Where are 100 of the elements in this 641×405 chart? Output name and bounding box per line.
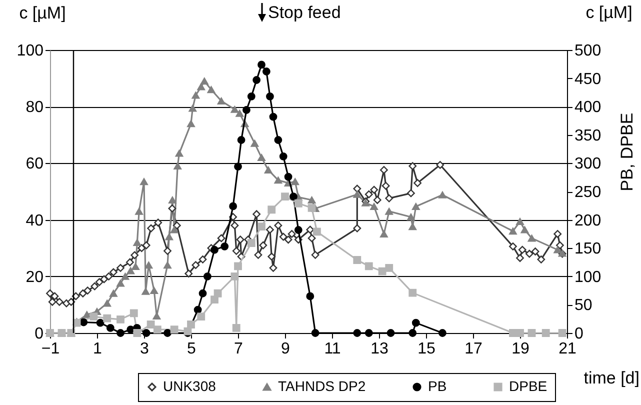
point (258, 222, 266, 231)
point (229, 202, 238, 210)
point (313, 228, 321, 236)
point (281, 192, 289, 201)
point (188, 104, 197, 112)
point (386, 329, 395, 337)
point (132, 262, 140, 270)
point (109, 290, 118, 297)
point (133, 238, 142, 246)
point (164, 262, 172, 269)
x-tick-label: 11 (324, 340, 341, 358)
point (247, 239, 256, 247)
y-tick-label: 20 (26, 268, 44, 286)
point (130, 309, 138, 318)
point (133, 329, 142, 337)
point (311, 329, 320, 337)
point (508, 228, 517, 235)
point (516, 329, 524, 337)
point (121, 272, 130, 280)
point (103, 314, 112, 322)
point (294, 226, 302, 234)
point (210, 296, 218, 304)
point (150, 287, 158, 294)
point (144, 262, 153, 269)
y-axis-title: c [µM] (19, 4, 66, 22)
point (412, 318, 420, 327)
point (250, 140, 259, 147)
point (308, 204, 316, 212)
legend-label: TAHNDS DP2 (278, 378, 366, 394)
point (168, 196, 176, 204)
point (291, 178, 300, 186)
point (142, 329, 150, 337)
legend-label: UNK308 (163, 378, 216, 394)
point (408, 288, 417, 297)
point (140, 178, 148, 186)
point (268, 206, 276, 214)
point (294, 199, 302, 208)
point (103, 300, 112, 307)
point (187, 320, 195, 328)
y2-tick-label: 350 (574, 127, 602, 144)
y2-tick-label: 250 (574, 184, 602, 201)
point (197, 312, 206, 321)
y2-tick-label: 500 (574, 42, 602, 60)
x-tick-label: 5 (187, 340, 196, 358)
y2-tick-label: 0 (574, 326, 584, 342)
x-tick-label: 19 (512, 340, 530, 358)
point (378, 267, 386, 276)
point (258, 154, 266, 162)
y-tick-label: 40 (26, 212, 44, 230)
point (164, 329, 172, 337)
point (170, 226, 178, 234)
x-tick-label: 9 (281, 340, 290, 358)
point (234, 262, 242, 270)
point (230, 272, 239, 280)
point (232, 324, 240, 332)
point (210, 246, 218, 254)
point (308, 196, 316, 204)
x-tick-label: −1 (41, 340, 60, 358)
x-tick-label: 15 (418, 340, 436, 358)
point (516, 218, 524, 226)
point (508, 329, 517, 337)
point (385, 208, 394, 215)
point (142, 288, 150, 295)
point (364, 262, 373, 270)
point (90, 312, 98, 321)
point (187, 120, 195, 128)
point (207, 86, 216, 94)
point (220, 242, 229, 250)
x-tick-label: 1 (93, 340, 102, 358)
point (269, 112, 278, 121)
point (262, 68, 270, 76)
x-tick-label: 17 (464, 340, 482, 358)
y-tick-label: 0 (34, 326, 44, 342)
x-tick-label: 7 (234, 340, 244, 358)
point (170, 326, 178, 334)
point (284, 172, 292, 181)
point (214, 289, 222, 298)
point (438, 329, 446, 337)
x-tick-label: 13 (370, 340, 388, 358)
point (407, 213, 415, 220)
point (438, 191, 446, 198)
point (135, 208, 144, 215)
point (528, 329, 536, 337)
point (194, 306, 202, 314)
point (165, 233, 174, 240)
point (200, 78, 208, 85)
point (274, 176, 282, 184)
point (290, 192, 298, 201)
point (306, 292, 314, 300)
point (520, 226, 529, 234)
point (203, 272, 212, 280)
point (279, 152, 288, 160)
point (237, 136, 246, 144)
point (175, 150, 184, 157)
point (116, 329, 124, 337)
point (266, 92, 274, 100)
point (542, 329, 550, 337)
point (236, 110, 244, 117)
point (192, 92, 200, 99)
point (197, 83, 206, 90)
